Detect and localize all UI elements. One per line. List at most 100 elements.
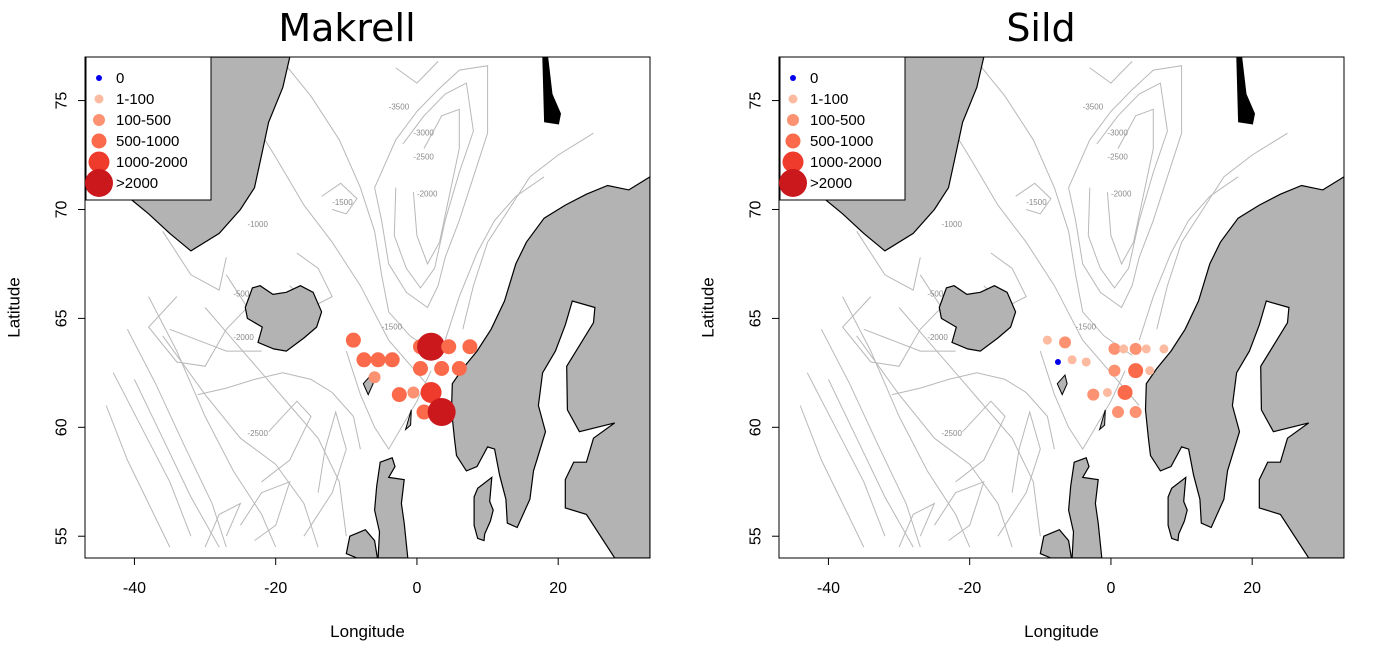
catch-point <box>368 371 381 384</box>
y-tick-label: 70 <box>54 200 71 218</box>
catch-point <box>1145 366 1155 376</box>
catch-point <box>1108 342 1121 355</box>
depth-contour <box>105 405 171 548</box>
depth-contour <box>856 231 921 291</box>
catch-point <box>412 360 428 376</box>
depth-contour <box>806 372 886 537</box>
depth-contour <box>282 61 439 356</box>
catch-point <box>451 360 467 376</box>
legend-label: 100-500 <box>116 112 171 129</box>
depth-contour <box>1138 176 1239 341</box>
depth-label: -500 <box>233 290 250 299</box>
x-tick-label: -40 <box>817 580 840 597</box>
catch-point <box>345 332 361 348</box>
y-tick-label: 75 <box>748 92 765 110</box>
y-tick-label: 65 <box>54 309 71 327</box>
depth-contour <box>827 379 914 548</box>
catch-point <box>1067 355 1077 365</box>
legend: 0 1-100 100-500 500-1000 1000-2000 >2000 <box>85 56 212 201</box>
x-tick-label: 20 <box>549 580 567 597</box>
depth-label: -2000 <box>1111 189 1132 198</box>
depth-contour <box>239 480 291 542</box>
legend-symbol <box>91 133 107 149</box>
land-denmark <box>1167 476 1188 542</box>
catch-point <box>441 339 457 355</box>
depth-contour <box>898 502 936 548</box>
depth-contour <box>126 329 227 548</box>
catch-point <box>1042 335 1052 345</box>
legend-symbol <box>779 169 807 197</box>
catch-point <box>1059 336 1072 349</box>
catch-point <box>1081 357 1091 367</box>
depth-contour <box>976 61 1133 356</box>
depth-label: -2000 <box>417 189 438 198</box>
land-bear-island <box>542 57 561 125</box>
catch-point <box>1128 363 1144 379</box>
depth-contour <box>1156 132 1288 330</box>
catch-point <box>1112 406 1124 419</box>
depth-label: -500 <box>927 290 944 299</box>
legend-label: 0 <box>116 70 124 87</box>
depth-contour <box>444 176 545 341</box>
x-tick-label: 0 <box>412 580 421 597</box>
depth-contour <box>412 108 460 266</box>
depth-label: -1000 <box>941 220 962 229</box>
depth-contour <box>133 379 220 548</box>
depth-contour <box>148 296 277 548</box>
depth-label: -2500 <box>413 152 434 161</box>
catch-point <box>420 381 442 403</box>
land-gb <box>1067 457 1103 558</box>
catch-point <box>1108 364 1121 377</box>
catch-point <box>416 404 432 420</box>
depth-contour <box>162 231 227 291</box>
depth-contour <box>1106 108 1154 266</box>
land-iceland <box>938 285 1017 352</box>
catch-point <box>1159 344 1169 354</box>
depth-contour <box>933 480 985 542</box>
legend-symbol <box>94 94 104 104</box>
depth-label: -2500 <box>941 429 962 438</box>
legend-symbol <box>96 75 102 81</box>
catch-point <box>384 352 400 368</box>
legend-label: 0 <box>810 70 818 87</box>
x-axis-label: Longitude <box>1024 622 1099 641</box>
catch-point <box>407 386 420 399</box>
depth-label: -3000 <box>413 128 434 137</box>
legend-symbol <box>788 94 798 104</box>
depth-label: -1500 <box>1026 198 1047 207</box>
catch-point <box>356 352 372 368</box>
catch-point <box>462 339 478 355</box>
x-axis-label: Longitude <box>330 622 405 641</box>
map-plot: -3500-3000-2500-2000-1500-1000-500-3000-… <box>5 56 651 641</box>
depth-label: -2000 <box>927 333 948 342</box>
legend-label: 100-500 <box>810 112 865 129</box>
land-iceland <box>244 285 323 352</box>
catch-point <box>1117 384 1133 400</box>
legend-symbol <box>790 75 796 81</box>
y-tick-label: 60 <box>748 418 765 436</box>
panel-sild: Sild -3500 -3000 -2500 -2000 -1500 -1000 -500-… <box>694 0 1388 657</box>
depth-contour <box>162 335 319 548</box>
depth-contour <box>112 372 192 537</box>
depth-label: -3000 <box>1107 128 1128 137</box>
depth-contour <box>261 400 312 483</box>
catch-point <box>1129 406 1142 419</box>
legend: 0 1-100 100-500 500-1000 1000-2000 >2000 <box>779 56 906 201</box>
y-tick-label: 55 <box>748 527 765 545</box>
legend-symbol <box>93 114 105 126</box>
land-gb <box>373 457 409 558</box>
depth-label: -1500 <box>332 198 353 207</box>
legend-label: 1000-2000 <box>810 154 882 171</box>
depth-label: -1500 <box>1076 322 1097 331</box>
depth-label: -3500 <box>1083 102 1104 111</box>
catch-point <box>1129 342 1142 355</box>
panel-title: Makrell <box>278 6 416 50</box>
legend-label: 500-1000 <box>810 133 873 150</box>
depth-contour <box>1087 82 1168 289</box>
catch-point <box>434 360 450 376</box>
map-plot: -3500-3000-2500-2000-1500-1000-500-3000-… <box>699 56 1345 641</box>
land-bear-island <box>1236 57 1255 125</box>
catch-point <box>1119 344 1129 354</box>
depth-contour <box>204 307 347 537</box>
land-scandinavia <box>1144 176 1344 558</box>
